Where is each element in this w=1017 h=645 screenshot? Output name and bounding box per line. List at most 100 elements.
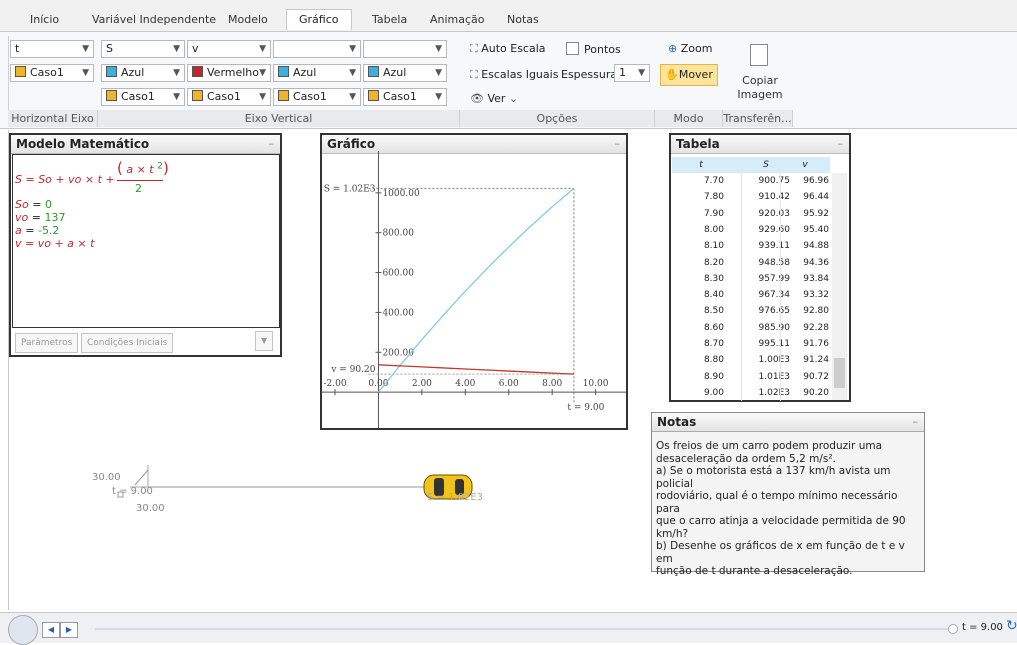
dropdown[interactable]: Azul ▼ [273,64,361,82]
panel-title: Modelo Matemático [11,135,280,154]
dropdown-text: S [106,42,113,55]
label: Espessura: [561,68,621,81]
table-cell: 920.03 [741,205,790,223]
checkbox[interactable]: Pontos [566,42,621,56]
button[interactable]: ⊕ Zoom [668,42,713,55]
button-active[interactable]: ✋Mover [660,64,718,86]
table-cell: 8.10 [703,241,724,252]
dropdown[interactable]: Azul ▼ [363,64,447,82]
table-cell: 95.40 [780,221,829,239]
button[interactable]: ⛶ Auto Escala [470,42,546,55]
tab[interactable]: Início [30,13,60,26]
notes-line: que o carro atinja a velocidade permitid… [656,515,906,527]
time-slider[interactable] [95,628,950,630]
table-cell: 8.20 [703,257,724,268]
graph-plot[interactable]: -2.00 0.00 2.00 4.00 6.00 8.00 10.00 200.00 400.… [322,151,626,428]
table-cell: 8.90 [703,371,724,382]
dropdown[interactable]: ▼ [255,331,274,351]
dropdown[interactable]: Caso1 ▼ [187,88,271,106]
table-cell: 96.44 [780,189,829,206]
dropdown[interactable]: v ▼ [187,40,271,58]
notes-line: a) Se o motorista está a 137 km/h avista… [656,465,891,490]
table-cell: 8.50 [703,306,724,317]
button[interactable]: Parâmetros [15,333,79,353]
dropdown[interactable]: ▼ [363,40,447,58]
button[interactable]: Copiar Imagem [737,74,783,101]
table-cell: 7.90 [703,208,724,219]
step-forward-button[interactable]: ▶ [60,622,78,638]
dropdown-text: Caso1 [121,90,155,103]
table-cell: 8.80 [703,355,724,366]
t-end-label: t = 9.00 [567,403,604,413]
player-bar [0,612,1017,643]
tab[interactable]: Notas [507,13,539,26]
button[interactable]: 👁 Ver ⌄ [470,92,519,105]
time-display: t = 9.00 [962,622,1003,633]
button-text: Zoom [680,42,713,55]
table-cell: 8.60 [703,322,724,333]
slider-thumb[interactable] [948,624,958,634]
table-cell: 976.65 [741,303,790,320]
tab[interactable]: Animação [430,13,485,26]
x-tick-label: 10.00 [583,379,609,389]
scrollbar[interactable] [832,173,847,400]
column-header: S [763,160,769,170]
series-line [377,187,575,393]
dropdown[interactable]: Caso1 ▼ [363,88,447,106]
column-header: v [802,160,808,170]
dropdown-text: Caso1 [383,90,417,103]
table-cell: 1.02E3 [741,384,790,402]
dropdown-text: Caso1 [293,90,327,103]
panel-title: Notas [652,413,924,432]
dropdown[interactable]: S ▼ [101,40,185,58]
x-tick-label: 6.00 [499,379,519,389]
play-button[interactable] [8,615,38,645]
tab[interactable]: Modelo [228,13,268,26]
dropdown-text: 1 [619,66,626,79]
parameter: vo = 137 [15,211,66,224]
dropdown[interactable]: Caso1 ▼ [10,64,94,82]
notes-line: função de t durante a desaceleração. [656,565,853,577]
animation-scene [117,465,473,500]
dropdown[interactable]: Caso1 ▼ [273,88,361,106]
table-cell: 1.01E3 [741,368,790,386]
table-cell: 95.92 [780,205,829,223]
equation-editor[interactable]: S = So + vo × t + ( a × t 2) 2 So = 0 vo… [12,154,280,328]
dropdown[interactable]: Vermelho ▼ [187,64,271,82]
dropdown-text: t [15,42,20,55]
dropdown-text: Vermelho [207,66,260,79]
tab-active[interactable]: Gráfico [286,9,352,30]
panel-title: Tabela [671,135,849,154]
tab[interactable]: Tabela [372,13,408,26]
dropdown[interactable]: t ▼ [10,40,94,58]
dropdown[interactable]: ▼ [273,40,361,58]
table-cell: 995.11 [741,336,790,353]
checkbox-text: Pontos [584,43,621,56]
equation: v = vo + a × t [15,237,95,250]
table-cell: 910.42 [741,189,790,206]
table-cell: 9.00 [703,387,724,398]
table-cell: 93.32 [780,287,829,304]
s-end-label: S = 1.02E3 [324,184,376,194]
y-tick-label: 400.00 [382,308,414,318]
group-label: Transferên... [723,110,793,127]
dropdown[interactable]: Azul ▼ [101,64,185,82]
step-back-button[interactable]: ◀ [42,622,60,638]
dropdown-text: Azul [293,66,317,79]
button-text: Escalas Iguais [481,68,559,81]
notes-line: b) Desenhe os gráficos de x em função de… [656,540,905,565]
fraction-bar [117,180,163,181]
tab[interactable]: Variável Independente [92,13,217,26]
button[interactable]: Condições Iniciais [81,333,174,353]
dropdown[interactable]: Caso1 ▼ [101,88,185,106]
parameter: a = -5.2 [15,224,60,237]
table-cell: 967.34 [741,287,790,304]
separator [8,36,9,126]
button[interactable]: ⛶ Escalas Iguais [470,68,559,81]
replay-button[interactable]: ↻ [1006,618,1017,634]
dropdown[interactable]: 1 ▼ [614,64,650,82]
y-tick-label: 200.00 [382,348,414,358]
table-cell: 90.72 [780,368,829,386]
